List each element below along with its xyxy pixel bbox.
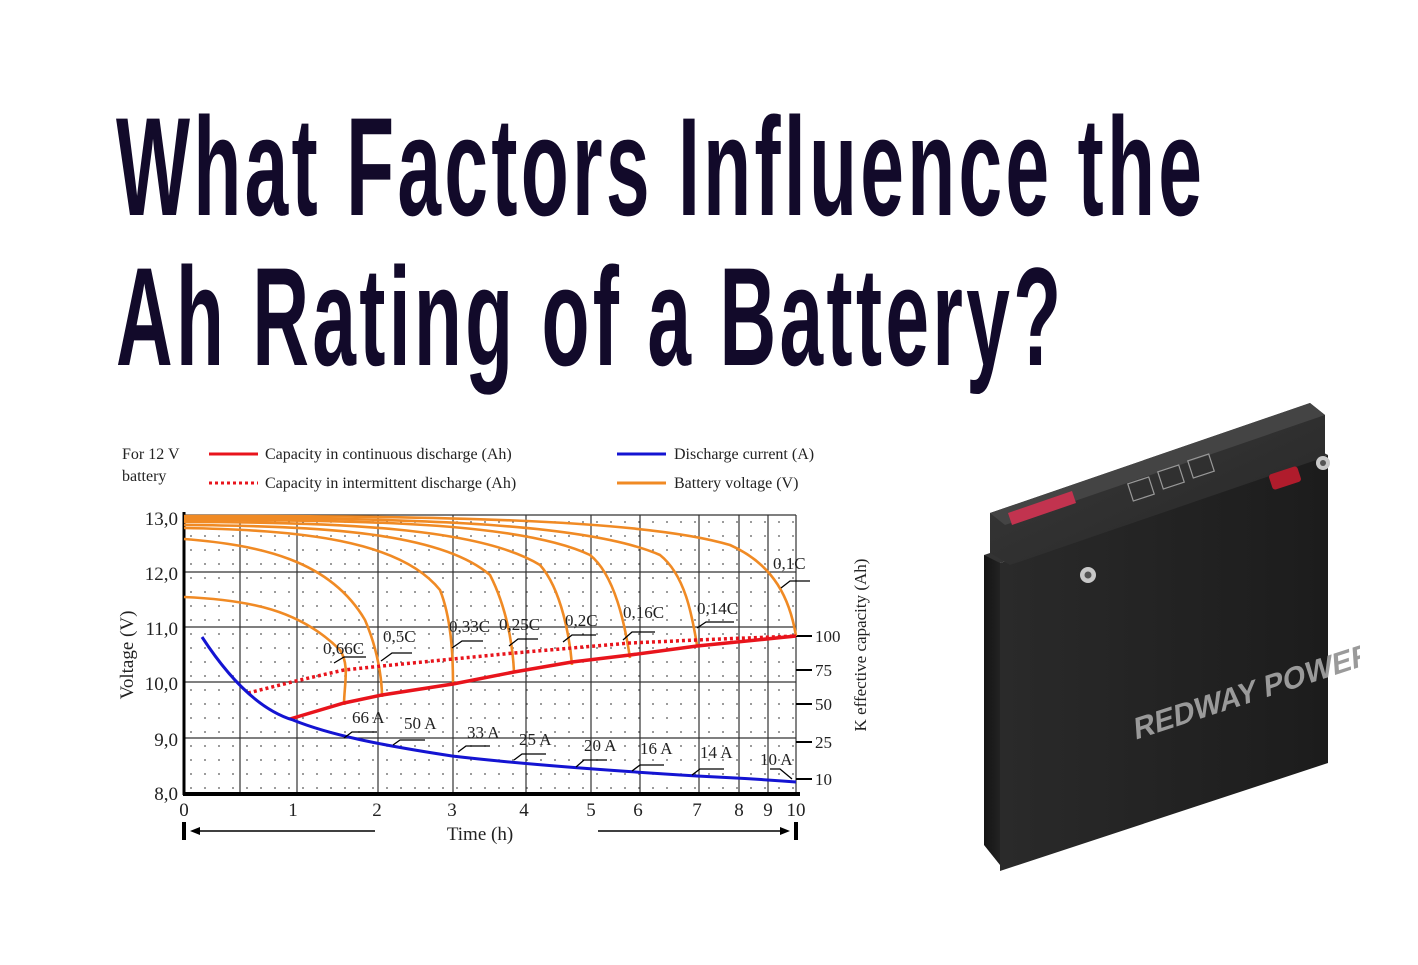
certification-icons [1127, 453, 1215, 502]
svg-text:4: 4 [519, 800, 529, 821]
svg-text:0: 0 [179, 800, 189, 821]
svg-text:10,0: 10,0 [145, 674, 178, 695]
svg-text:16 A: 16 A [640, 739, 673, 758]
svg-text:14 A: 14 A [700, 743, 733, 762]
svg-text:6: 6 [633, 800, 643, 821]
svg-text:0,2C: 0,2C [565, 611, 598, 630]
svg-text:10: 10 [787, 800, 806, 821]
svg-text:20 A: 20 A [584, 736, 617, 755]
x-tick-labels: 0 1 2 3 4 5 6 7 8 9 10 [179, 800, 805, 821]
legend-label-continuous: Capacity in continuous discharge (Ah) [265, 446, 512, 463]
svg-text:75: 75 [815, 661, 832, 680]
discharge-current-line [200, 636, 797, 784]
c-rate-labels: 0,66C 0,5C 0,33C 0,25C 0,2C 0,16C 0,14C … [323, 554, 806, 658]
svg-text:25: 25 [815, 733, 832, 752]
x-axis-label: Time (h) [447, 824, 513, 845]
y-axis-label: Voltage (V) [117, 611, 138, 700]
voltage-curves [183, 514, 798, 706]
legend-label-voltage: Battery voltage (V) [674, 475, 798, 492]
y2-axis-label: K effective capacity (Ah) [851, 559, 870, 732]
y2-ticks [796, 635, 812, 780]
chart-title-line2: battery [122, 468, 166, 485]
chart-legend: For 12 V battery Capacity in continuous … [122, 446, 814, 492]
svg-text:2: 2 [372, 800, 382, 821]
continuous-capacity-line [289, 634, 797, 721]
svg-text:9,0: 9,0 [154, 730, 178, 751]
title-line-2: Ah Rating of a Battery? [116, 238, 1065, 395]
svg-text:8: 8 [734, 800, 744, 821]
legend-label-intermittent: Capacity in intermittent discharge (Ah) [265, 475, 516, 492]
svg-text:0,66C: 0,66C [323, 639, 364, 658]
svg-text:0,1C: 0,1C [773, 554, 806, 573]
battery-front [1000, 455, 1328, 871]
svg-text:3: 3 [447, 800, 457, 821]
svg-text:11,0: 11,0 [145, 619, 178, 640]
svg-text:33 A: 33 A [467, 723, 500, 742]
svg-text:7: 7 [692, 800, 702, 821]
time-arrows [182, 822, 798, 840]
chart-title-line1: For 12 V [122, 446, 180, 463]
svg-text:0,25C: 0,25C [499, 615, 540, 634]
svg-text:0,5C: 0,5C [383, 627, 416, 646]
y-tick-labels: 13,0 12,0 11,0 10,0 9,0 8,0 [145, 509, 178, 805]
plot-area [184, 515, 796, 793]
svg-text:25 A: 25 A [519, 730, 552, 749]
title-line-1: What Factors Influence the [116, 88, 1206, 245]
legend-label-current: Discharge current (A) [674, 446, 814, 463]
svg-text:5: 5 [586, 800, 596, 821]
svg-text:10: 10 [815, 770, 832, 789]
svg-text:50: 50 [815, 695, 832, 714]
svg-text:12,0: 12,0 [145, 564, 178, 585]
svg-text:1: 1 [288, 800, 298, 821]
svg-text:100: 100 [815, 627, 841, 646]
svg-text:13,0: 13,0 [145, 509, 178, 530]
current-leaders [343, 731, 793, 780]
svg-text:66 A: 66 A [352, 708, 385, 727]
battery-lid-top [990, 403, 1325, 525]
svg-text:8,0: 8,0 [154, 784, 178, 805]
svg-text:0,14C: 0,14C [697, 599, 738, 618]
svg-text:0,33C: 0,33C [449, 617, 490, 636]
current-labels: 66 A 50 A 33 A 25 A 20 A 16 A 14 A 10 A [352, 708, 793, 769]
c-rate-leaders [333, 580, 810, 664]
battery-product-image: REDWAY POWER [984, 403, 1360, 871]
page-title: What Factors Influence the Ah Rating of … [116, 92, 1205, 392]
battery-terminals [1080, 456, 1330, 583]
svg-text:0,16C: 0,16C [623, 603, 664, 622]
svg-text:50 A: 50 A [404, 714, 437, 733]
svg-text:10 A: 10 A [760, 750, 793, 769]
brand-label-red [1008, 491, 1076, 525]
svg-text:9: 9 [763, 800, 773, 821]
y2-tick-labels: 100 75 50 25 10 [815, 627, 841, 789]
battery-side [984, 555, 1000, 865]
